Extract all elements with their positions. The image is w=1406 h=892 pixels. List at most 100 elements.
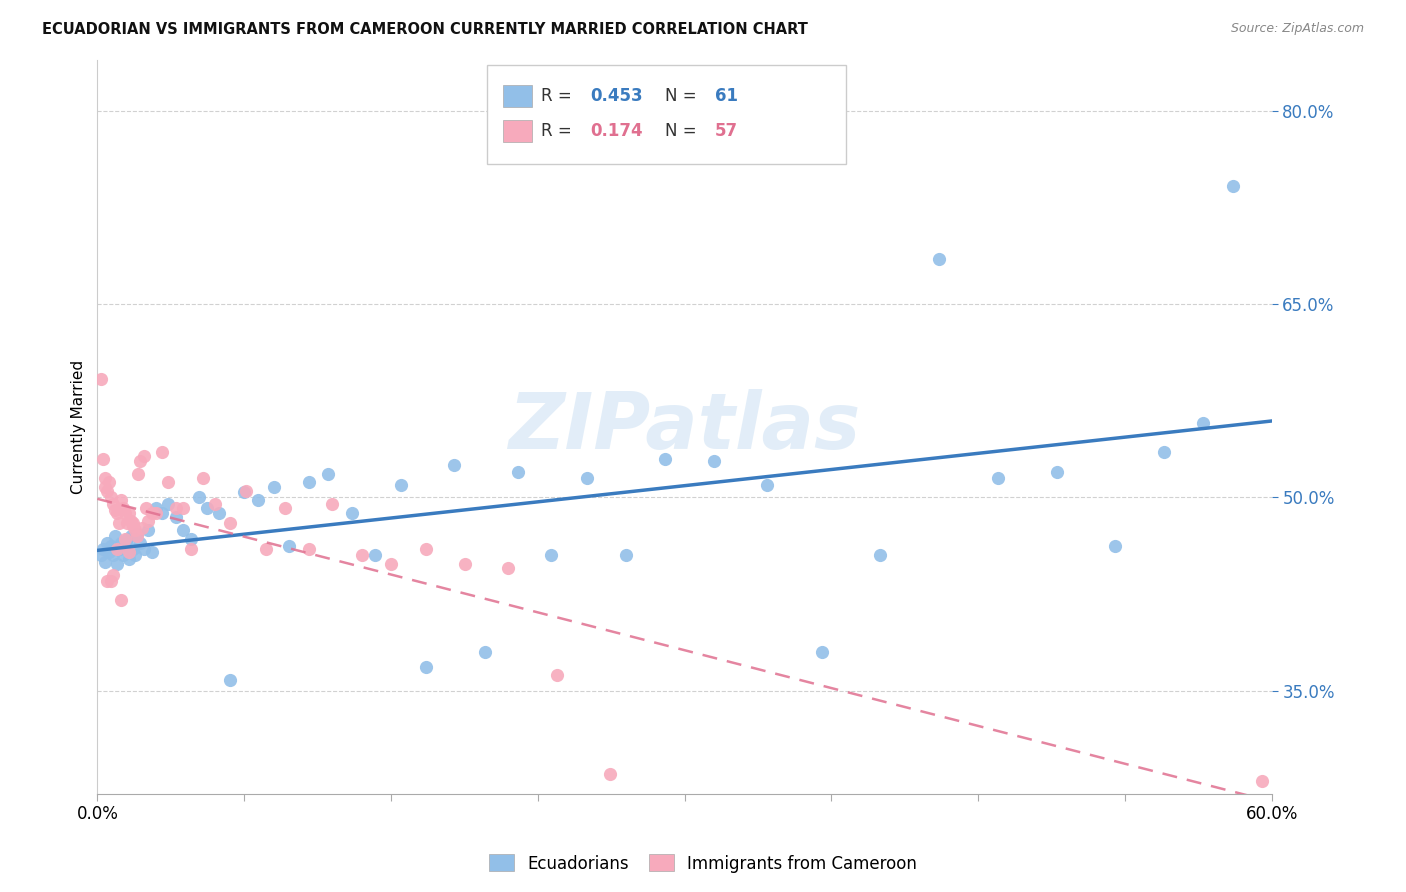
Text: N =: N =: [665, 87, 702, 105]
Text: 57: 57: [716, 122, 738, 140]
Point: [298, 541, 321, 556]
Text: ECUADORIAN VS IMMIGRANTS FROM CAMEROON CURRENTLY MARRIED CORRELATION CHART: ECUADORIAN VS IMMIGRANTS FROM CAMEROON C…: [42, 22, 808, 37]
Point: [114, 540, 136, 554]
Point: [254, 541, 277, 556]
Point: [235, 483, 257, 498]
Point: [364, 549, 387, 563]
Point: [508, 465, 530, 479]
Point: [246, 493, 269, 508]
Point: [145, 500, 167, 515]
Point: [928, 252, 950, 267]
Point: [810, 645, 832, 659]
Legend: Ecuadorians, Immigrants from Cameroon: Ecuadorians, Immigrants from Cameroon: [482, 847, 924, 880]
Point: [134, 449, 156, 463]
Point: [172, 500, 194, 515]
Point: [233, 485, 256, 500]
Point: [129, 454, 152, 468]
Point: [90, 549, 112, 563]
Point: [150, 506, 173, 520]
Point: [105, 541, 128, 556]
Point: [195, 500, 218, 515]
Point: [105, 558, 128, 572]
Point: [498, 561, 520, 575]
Point: [263, 480, 285, 494]
FancyBboxPatch shape: [488, 65, 845, 164]
Point: [1045, 465, 1067, 479]
Text: N =: N =: [665, 122, 702, 140]
Point: [105, 506, 128, 520]
Point: [91, 541, 114, 556]
Point: [1192, 416, 1215, 430]
Point: [278, 540, 301, 554]
Point: [118, 506, 141, 520]
Point: [96, 535, 118, 549]
Point: [188, 491, 211, 505]
Text: 61: 61: [716, 87, 738, 105]
Point: [204, 497, 226, 511]
Point: [124, 523, 146, 537]
Point: [380, 558, 402, 572]
Point: [156, 497, 179, 511]
Bar: [502, 120, 531, 142]
Point: [104, 503, 127, 517]
Text: ZIPatlas: ZIPatlas: [509, 389, 860, 465]
Point: [136, 514, 159, 528]
Point: [120, 514, 142, 528]
Point: [94, 555, 117, 569]
Point: [94, 480, 117, 494]
Point: [755, 477, 778, 491]
Point: [869, 549, 891, 563]
Point: [165, 509, 187, 524]
Point: [135, 500, 157, 515]
Point: [94, 471, 117, 485]
Bar: [502, 86, 531, 107]
Point: [110, 593, 132, 607]
Point: [108, 516, 131, 531]
Text: 0.174: 0.174: [591, 122, 644, 140]
Point: [141, 506, 163, 520]
Point: [599, 767, 621, 781]
Text: Source: ZipAtlas.com: Source: ZipAtlas.com: [1230, 22, 1364, 36]
Point: [454, 558, 477, 572]
Point: [219, 673, 242, 688]
Point: [415, 660, 437, 674]
Point: [134, 541, 156, 556]
Point: [121, 541, 143, 556]
Point: [340, 506, 363, 520]
Point: [145, 506, 167, 520]
Point: [124, 549, 146, 563]
Y-axis label: Currently Married: Currently Married: [72, 359, 86, 493]
Point: [614, 549, 637, 563]
Point: [298, 475, 321, 489]
Point: [318, 467, 340, 482]
Point: [191, 471, 214, 485]
Point: [1251, 773, 1274, 788]
Point: [131, 521, 153, 535]
Point: [101, 567, 124, 582]
Point: [125, 526, 148, 541]
Point: [1153, 445, 1175, 459]
Point: [1104, 540, 1126, 554]
Point: [180, 532, 202, 546]
Point: [115, 532, 138, 546]
Point: [987, 471, 1010, 485]
Point: [104, 529, 127, 543]
Point: [165, 500, 187, 515]
Point: [91, 451, 114, 466]
Point: [108, 541, 131, 556]
Text: R =: R =: [541, 87, 578, 105]
Point: [150, 445, 173, 459]
Point: [100, 574, 122, 589]
Point: [443, 458, 465, 473]
Point: [208, 506, 231, 520]
Point: [389, 477, 412, 491]
Point: [114, 506, 136, 520]
Point: [101, 497, 124, 511]
Point: [100, 540, 122, 554]
Point: [111, 500, 134, 515]
Point: [474, 645, 496, 659]
Point: [121, 518, 143, 533]
Point: [100, 491, 122, 505]
Point: [96, 483, 118, 498]
Point: [118, 552, 141, 566]
